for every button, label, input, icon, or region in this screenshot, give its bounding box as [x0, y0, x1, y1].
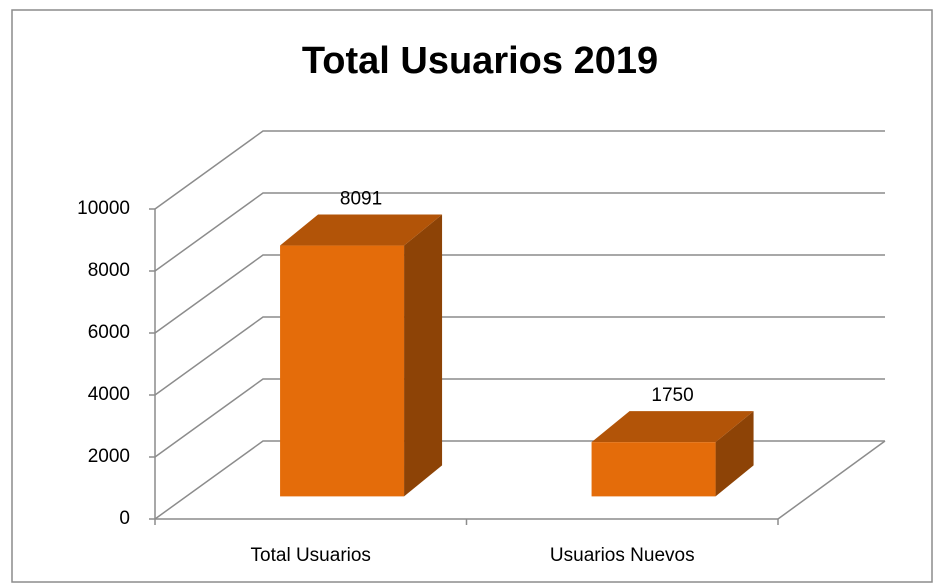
bar-top [591, 411, 754, 443]
grid-line [154, 254, 885, 334]
y-tick-label: 10000 [77, 198, 130, 219]
y-tick-label: 2000 [88, 446, 130, 467]
y-tick-label: 0 [119, 508, 130, 529]
grid-line [154, 378, 885, 458]
y-tick-label: 6000 [88, 322, 130, 343]
grid-line [154, 130, 885, 210]
x-tick-label: Total Usuarios [251, 545, 371, 566]
bar-side [404, 214, 443, 497]
bar-side [715, 411, 754, 497]
grid-line [154, 316, 885, 396]
grid-line [154, 192, 885, 272]
chart-title: Total Usuarios 2019 [302, 40, 658, 82]
data-label: 8091 [340, 189, 382, 210]
bar [280, 245, 405, 497]
data-label: 1750 [651, 385, 693, 406]
floor-edge [777, 440, 886, 520]
y-tick-label: 8000 [88, 260, 130, 281]
chart-border [11, 9, 933, 583]
y-tick-label: 4000 [88, 384, 130, 405]
bar [591, 442, 716, 497]
x-tick-label: Usuarios Nuevos [550, 545, 695, 566]
bar-top [280, 214, 443, 246]
